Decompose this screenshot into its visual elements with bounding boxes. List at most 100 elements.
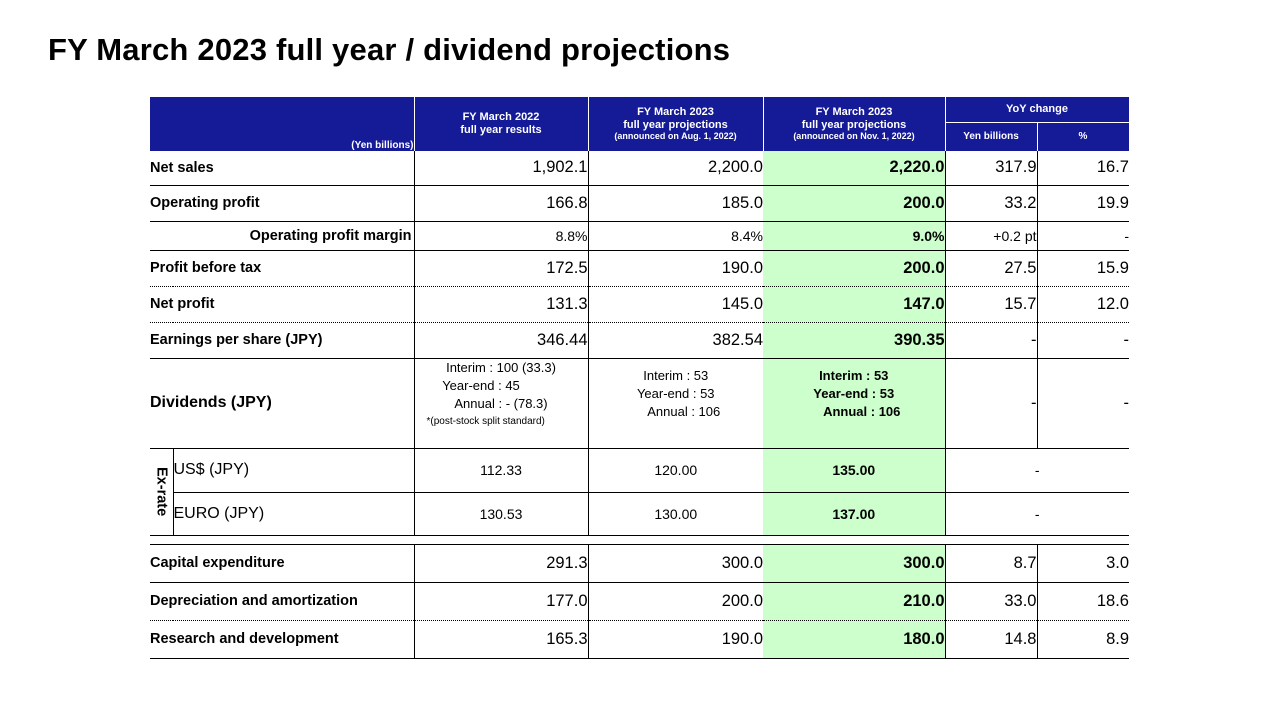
row-exrate-euro: EURO (JPY) 130.53 130.00 137.00 -	[150, 492, 1129, 535]
value-yoy-pct: 3.0	[1106, 553, 1129, 572]
value-aug: 145.0	[721, 294, 763, 313]
row-label: Earnings per share (JPY)	[150, 322, 415, 358]
row-label: Profit before tax	[150, 250, 415, 286]
dividend-annual: Annual : 106	[647, 403, 721, 419]
value-aug: 120.00	[654, 462, 698, 478]
value-nov: 210.0	[763, 582, 946, 620]
value-fy2022: 166.8	[414, 185, 589, 221]
value-fy2022: 177.0	[414, 582, 589, 620]
row-research-development: Research and development 165.3 190.0 180…	[150, 620, 1129, 658]
col-header-yoy-pct: %	[1037, 122, 1130, 151]
value-nov: 9.0%	[763, 221, 946, 250]
value-yoy-yen: 14.8	[945, 620, 1038, 658]
row-exrate-usd: Ex-rate US$ (JPY) 112.33 120.00 135.00 -	[150, 448, 1129, 535]
value-yoy-pct: 16.7	[1096, 158, 1129, 177]
row-label: Operating profit	[150, 185, 415, 221]
value-fy2022: 1,902.1	[414, 151, 589, 185]
value-nov: 390.35	[763, 322, 946, 358]
value-yoy-yen: -	[945, 322, 1038, 358]
row-net-profit: Net profit 131.3 145.0 147.0 15.7 12.0	[150, 286, 1129, 322]
value-nov: 2,220.0	[763, 151, 946, 185]
value-yoy-pct: 12.0	[1096, 294, 1129, 313]
dividend-interim: Interim : 53	[643, 367, 709, 383]
col-header-fy2022: FY March 2022 full year results	[414, 97, 589, 151]
col-header-yoy-yen: Yen billions	[945, 122, 1038, 151]
value-yoy-pct: 19.9	[1096, 193, 1129, 212]
row-depreciation: Depreciation and amortization 177.0 200.…	[150, 582, 1129, 620]
row-label: Net sales	[150, 151, 415, 185]
value-fy2022: 165.3	[414, 620, 589, 658]
dividend-interim: Interim : 100 (33.3)	[446, 359, 556, 375]
value-yoy: -	[1034, 462, 1040, 478]
dividends-aug: Interim : 53 Year-end : 53 Annual : 106	[588, 358, 763, 448]
dividend-annual: Annual : - (78.3)	[454, 395, 548, 411]
row-label: Net profit	[150, 286, 415, 322]
value-aug: 185.0	[721, 193, 763, 212]
value-aug: 200.0	[721, 591, 763, 610]
dividend-interim: Interim : 53	[819, 367, 889, 383]
value-yoy-pct: -	[1123, 393, 1130, 412]
value-nov: 200.0	[763, 185, 946, 221]
dividend-yearend: Year-end : 53	[813, 385, 895, 401]
value-nov: 137.00	[763, 492, 946, 535]
row-operating-profit: Operating profit 166.8 185.0 200.0 33.2 …	[150, 185, 1129, 221]
exrate-label: Ex-rate	[150, 448, 174, 535]
value-aug: 2,200.0	[707, 158, 763, 177]
value-fy2022: 291.3	[414, 544, 589, 582]
dividends-fy2022: Interim : 100 (33.3) Year-end : 45 Annua…	[414, 358, 589, 448]
row-label: Depreciation and amortization	[150, 582, 415, 620]
value-yoy-yen: 317.9	[945, 151, 1038, 185]
row-dividends: Dividends (JPY) Interim : 100 (33.3) Yea…	[150, 358, 1129, 448]
value-fy2022: 131.3	[414, 286, 589, 322]
row-profit-before-tax: Profit before tax 172.5 190.0 200.0 27.5…	[150, 250, 1129, 286]
value-nov: 180.0	[763, 620, 946, 658]
row-net-sales: Net sales 1,902.1 2,200.0 2,220.0 317.9 …	[150, 151, 1129, 185]
value-aug: 190.0	[721, 258, 763, 277]
value-nov: 147.0	[763, 286, 946, 322]
value-fy2022: 8.8%	[414, 221, 589, 250]
row-label: Research and development	[150, 620, 415, 658]
value-yoy-yen: 8.7	[945, 544, 1038, 582]
row-label: Dividends (JPY)	[150, 358, 415, 448]
dividend-yearend: Year-end : 53	[636, 385, 715, 401]
row-capex: Capital expenditure 291.3 300.0 300.0 8.…	[150, 544, 1129, 582]
col-header-fy2023-aug: FY March 2023 full year projections (ann…	[588, 97, 764, 151]
value-yoy: -	[1034, 505, 1040, 522]
row-label: Capital expenditure	[150, 544, 415, 582]
value-aug: 382.54	[712, 330, 763, 349]
value-aug: 190.0	[721, 629, 763, 648]
dividends-nov: Interim : 53 Year-end : 53 Annual : 106	[763, 358, 946, 448]
value-nov: 135.00	[763, 448, 946, 492]
value-yoy-pct: 15.9	[1096, 258, 1129, 277]
value-yoy-yen: 33.2	[945, 185, 1038, 221]
value-yoy-yen: 27.5	[945, 250, 1038, 286]
dividend-yearend: Year-end : 45	[442, 377, 520, 393]
unit-label: (Yen billions)	[150, 97, 415, 151]
col-header-fy2023-nov: FY March 2023 full year projections (ann…	[763, 97, 946, 151]
value-yoy-pct: -	[1124, 227, 1129, 244]
value-fy2022: 130.53	[414, 492, 589, 535]
value-yoy-pct: 8.9	[1106, 629, 1129, 648]
row-label: EURO (JPY)	[173, 492, 415, 535]
col-header-yoy: YoY change	[945, 97, 1130, 123]
row-eps: Earnings per share (JPY) 346.44 382.54 3…	[150, 322, 1129, 358]
value-yoy-yen: -	[945, 358, 1038, 448]
row-label: US$ (JPY)	[173, 448, 415, 492]
value-fy2022: 112.33	[414, 448, 589, 492]
value-aug: 130.00	[654, 505, 698, 522]
value-nov: 200.0	[763, 250, 946, 286]
value-aug: 300.0	[721, 553, 763, 572]
dividend-note: *(post-stock split standard)	[426, 415, 545, 427]
value-yoy-pct: -	[1123, 330, 1130, 349]
value-nov: 300.0	[763, 544, 946, 582]
page-title: FY March 2023 full year / dividend proje…	[48, 32, 731, 67]
value-fy2022: 346.44	[414, 322, 589, 358]
value-yoy-yen: +0.2 pt	[945, 221, 1038, 250]
dividend-annual: Annual : 106	[823, 403, 901, 419]
value-yoy-yen: 15.7	[945, 286, 1038, 322]
projections-table: (Yen billions) FY March 2022 full year r…	[150, 97, 1130, 659]
value-fy2022: 172.5	[414, 250, 589, 286]
row-operating-margin: Operating profit margin 8.8% 8.4% 9.0% +…	[150, 221, 1129, 250]
row-label: Operating profit margin	[150, 221, 415, 250]
value-aug: 8.4%	[731, 227, 763, 244]
